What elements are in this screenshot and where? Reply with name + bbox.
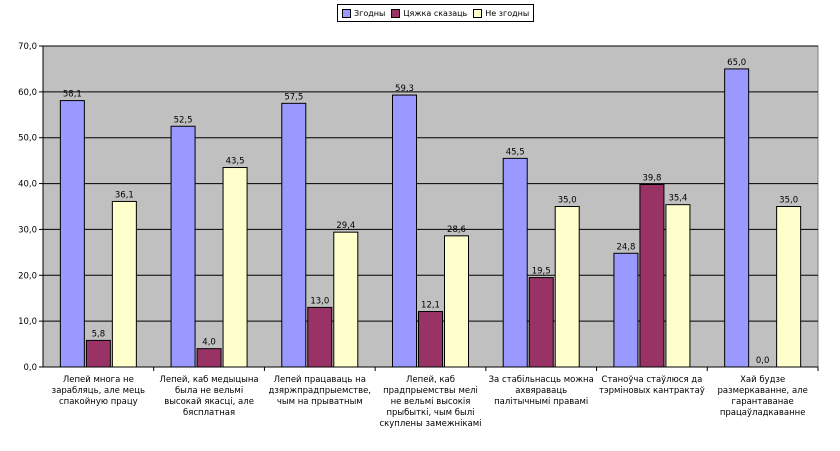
- y-tick-label: 0,0: [23, 363, 37, 373]
- bar: [554, 206, 580, 368]
- legend-item-hard-to-say: Цяжка сказаць: [391, 8, 468, 18]
- data-label: 0,0: [756, 356, 770, 366]
- data-label: 36,1: [115, 190, 134, 200]
- data-label: 52,5: [174, 115, 193, 125]
- data-label: 13,0: [310, 296, 329, 306]
- bar: [111, 200, 137, 368]
- bar: [196, 348, 222, 368]
- bar: [776, 206, 802, 368]
- bar: [639, 183, 665, 368]
- x-tick-label: Лепей, каб прадпрыемствы мелі не вельмі …: [379, 375, 482, 429]
- y-tick-label: 40,0: [18, 180, 37, 190]
- x-tick-label: Лепей працаваць на дзяржпрадпрыемстве, ч…: [268, 375, 372, 407]
- legend-swatch-hard-to-say: [391, 8, 401, 18]
- legend-swatch-agree: [342, 8, 351, 18]
- y-tick-label: 30,0: [18, 225, 37, 235]
- data-label: 12,1: [421, 301, 440, 311]
- data-label: 39,8: [642, 173, 661, 183]
- bar: [528, 277, 554, 368]
- data-label: 4,0: [202, 338, 216, 348]
- data-label: 65,0: [727, 58, 746, 68]
- legend-swatch-disagree: [473, 8, 483, 18]
- bar: [418, 311, 443, 368]
- legend-label-agree: Згодны: [354, 8, 386, 18]
- data-label: 43,5: [226, 157, 245, 167]
- x-tick-label: Лепей, каб медыцына была не вельмі высок…: [159, 375, 259, 418]
- data-label: 35,0: [558, 196, 577, 206]
- legend: Згодны Цяжка сказаць Не згодны: [337, 4, 535, 22]
- y-tick-label: 70,0: [18, 42, 37, 52]
- bar: [222, 167, 248, 368]
- data-label: 19,5: [532, 267, 551, 277]
- data-label: 35,4: [668, 194, 687, 204]
- y-tick-label: 50,0: [18, 134, 37, 144]
- y-tick-label: 20,0: [18, 271, 37, 281]
- bar: [333, 231, 359, 368]
- bar: [59, 100, 85, 368]
- bar: [85, 339, 111, 368]
- bar: [502, 157, 528, 368]
- x-tick-label: Станоўча стаўлюся да тэрміновых кантракт…: [599, 375, 705, 396]
- data-label: 24,8: [616, 242, 635, 252]
- x-tick-label: За стабільнасць можна ахвяраваць палітыч…: [488, 375, 594, 407]
- x-tick-label: Хай будзе размеркаванне, але гарантавана…: [717, 375, 808, 418]
- data-label: 29,4: [336, 221, 355, 231]
- legend-label-disagree: Не згодны: [485, 8, 530, 18]
- bar: [281, 102, 307, 368]
- data-label: 57,5: [284, 92, 303, 102]
- bar: [307, 306, 333, 368]
- bar: [170, 125, 196, 368]
- bar: [724, 68, 750, 368]
- bar: [665, 204, 691, 368]
- data-label: 45,5: [506, 147, 525, 157]
- legend-item-agree: Згодны: [342, 8, 386, 18]
- legend-label-hard-to-say: Цяжка сказаць: [403, 8, 468, 18]
- bar: [444, 235, 469, 368]
- data-label: 5,8: [92, 329, 106, 339]
- data-label: 35,0: [779, 196, 798, 206]
- y-tick-label: 10,0: [18, 317, 37, 327]
- data-label: 59,3: [395, 84, 414, 94]
- data-label: 58,1: [63, 90, 82, 100]
- bar: [613, 252, 639, 368]
- bar: [392, 94, 417, 368]
- data-label: 28,6: [447, 225, 466, 235]
- y-tick-label: 60,0: [18, 88, 37, 98]
- x-tick-label: Лепей многа не зарабляць, але мець спако…: [51, 375, 146, 407]
- legend-item-disagree: Не згодны: [473, 8, 530, 18]
